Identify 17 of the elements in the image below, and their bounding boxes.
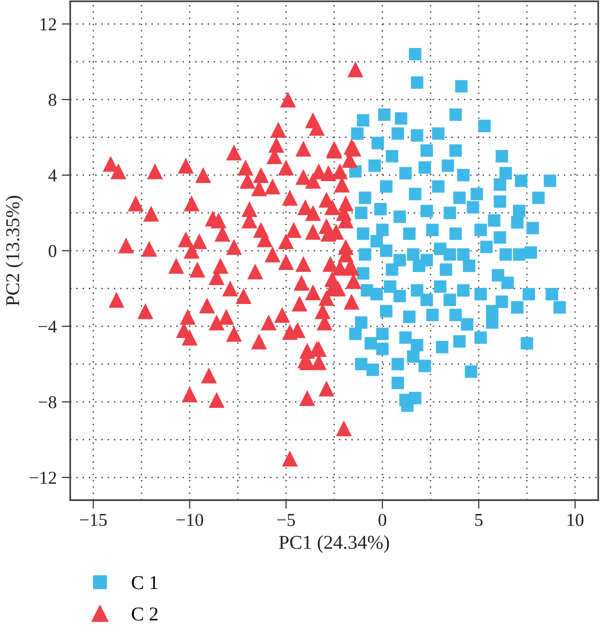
legend-label: C 2	[132, 607, 158, 621]
y-axis-title: PC2 (13.35%)	[6, 196, 24, 306]
x-tick-label: 10	[568, 514, 584, 526]
y-tick-label: 0	[48, 244, 56, 258]
y-tick-label: −12	[30, 472, 56, 484]
x-tick-label: −15	[80, 514, 107, 526]
legend-label: C 1	[132, 576, 158, 590]
y-tick-label: 8	[48, 94, 56, 106]
x-tick-label: 0	[378, 514, 386, 526]
y-tick-label: −4	[38, 320, 57, 333]
x-tick-label: 5	[475, 514, 483, 526]
x-tick-label: −10	[176, 514, 204, 526]
x-axis-title: PC1 (24.34%)	[279, 535, 389, 553]
y-tick-label: 12	[40, 18, 56, 30]
y-tick-label: 4	[48, 170, 57, 182]
x-tick-label: −5	[277, 514, 295, 526]
y-tick-label: −8	[38, 396, 56, 408]
